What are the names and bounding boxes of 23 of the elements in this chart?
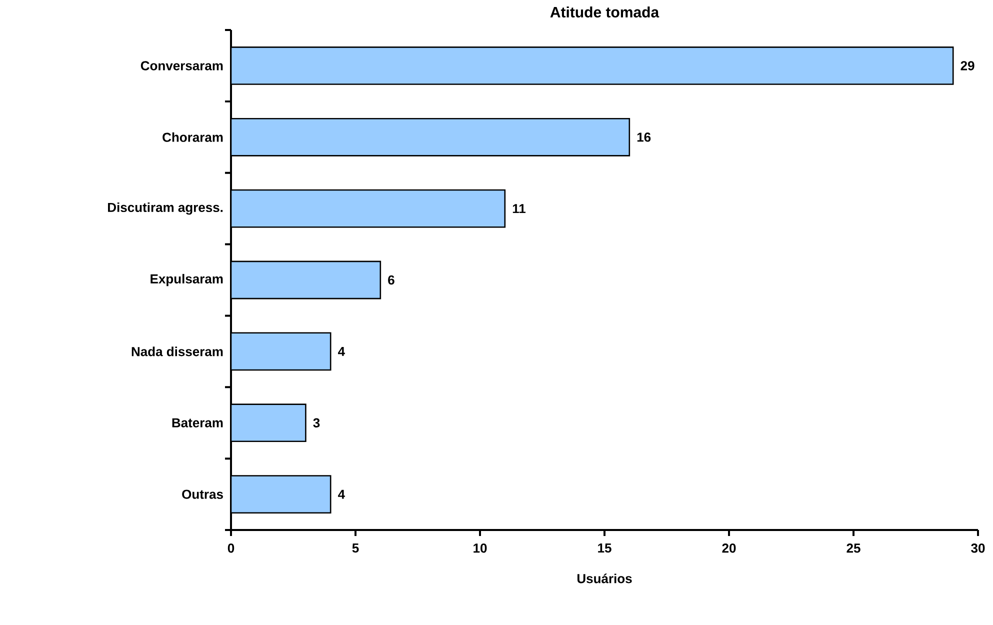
data-label: 6 bbox=[388, 275, 394, 285]
data-label: 4 bbox=[338, 490, 345, 499]
data-label: 16 bbox=[637, 132, 651, 142]
y-tick-label: Discutiram agress. bbox=[108, 202, 223, 215]
x-tick-label: 20 bbox=[722, 544, 736, 553]
y-tick-label: Outras bbox=[182, 490, 223, 499]
x-tick-label: 30 bbox=[971, 544, 985, 553]
y-tick-label: Expulsaram bbox=[150, 274, 223, 286]
x-tick-label: 10 bbox=[474, 544, 487, 553]
chart-title: Atitude tomada bbox=[550, 6, 660, 18]
x-tick-label: 15 bbox=[598, 544, 612, 553]
y-tick-label: Bateram bbox=[172, 418, 223, 428]
x-axis-title: Usuários bbox=[577, 574, 632, 584]
x-tick-label: 5 bbox=[352, 544, 359, 553]
y-tick-label: Choraram bbox=[162, 132, 223, 142]
y-tick-label: Nada disseram bbox=[132, 346, 223, 356]
data-label: 11 bbox=[512, 204, 526, 214]
x-tick-label: 0 bbox=[228, 544, 234, 553]
data-label: 3 bbox=[313, 418, 320, 428]
x-tick-label: 25 bbox=[846, 544, 860, 553]
data-label: 4 bbox=[338, 346, 345, 356]
y-tick-label: Conversaram bbox=[140, 61, 223, 70]
data-label: 29 bbox=[960, 61, 974, 70]
